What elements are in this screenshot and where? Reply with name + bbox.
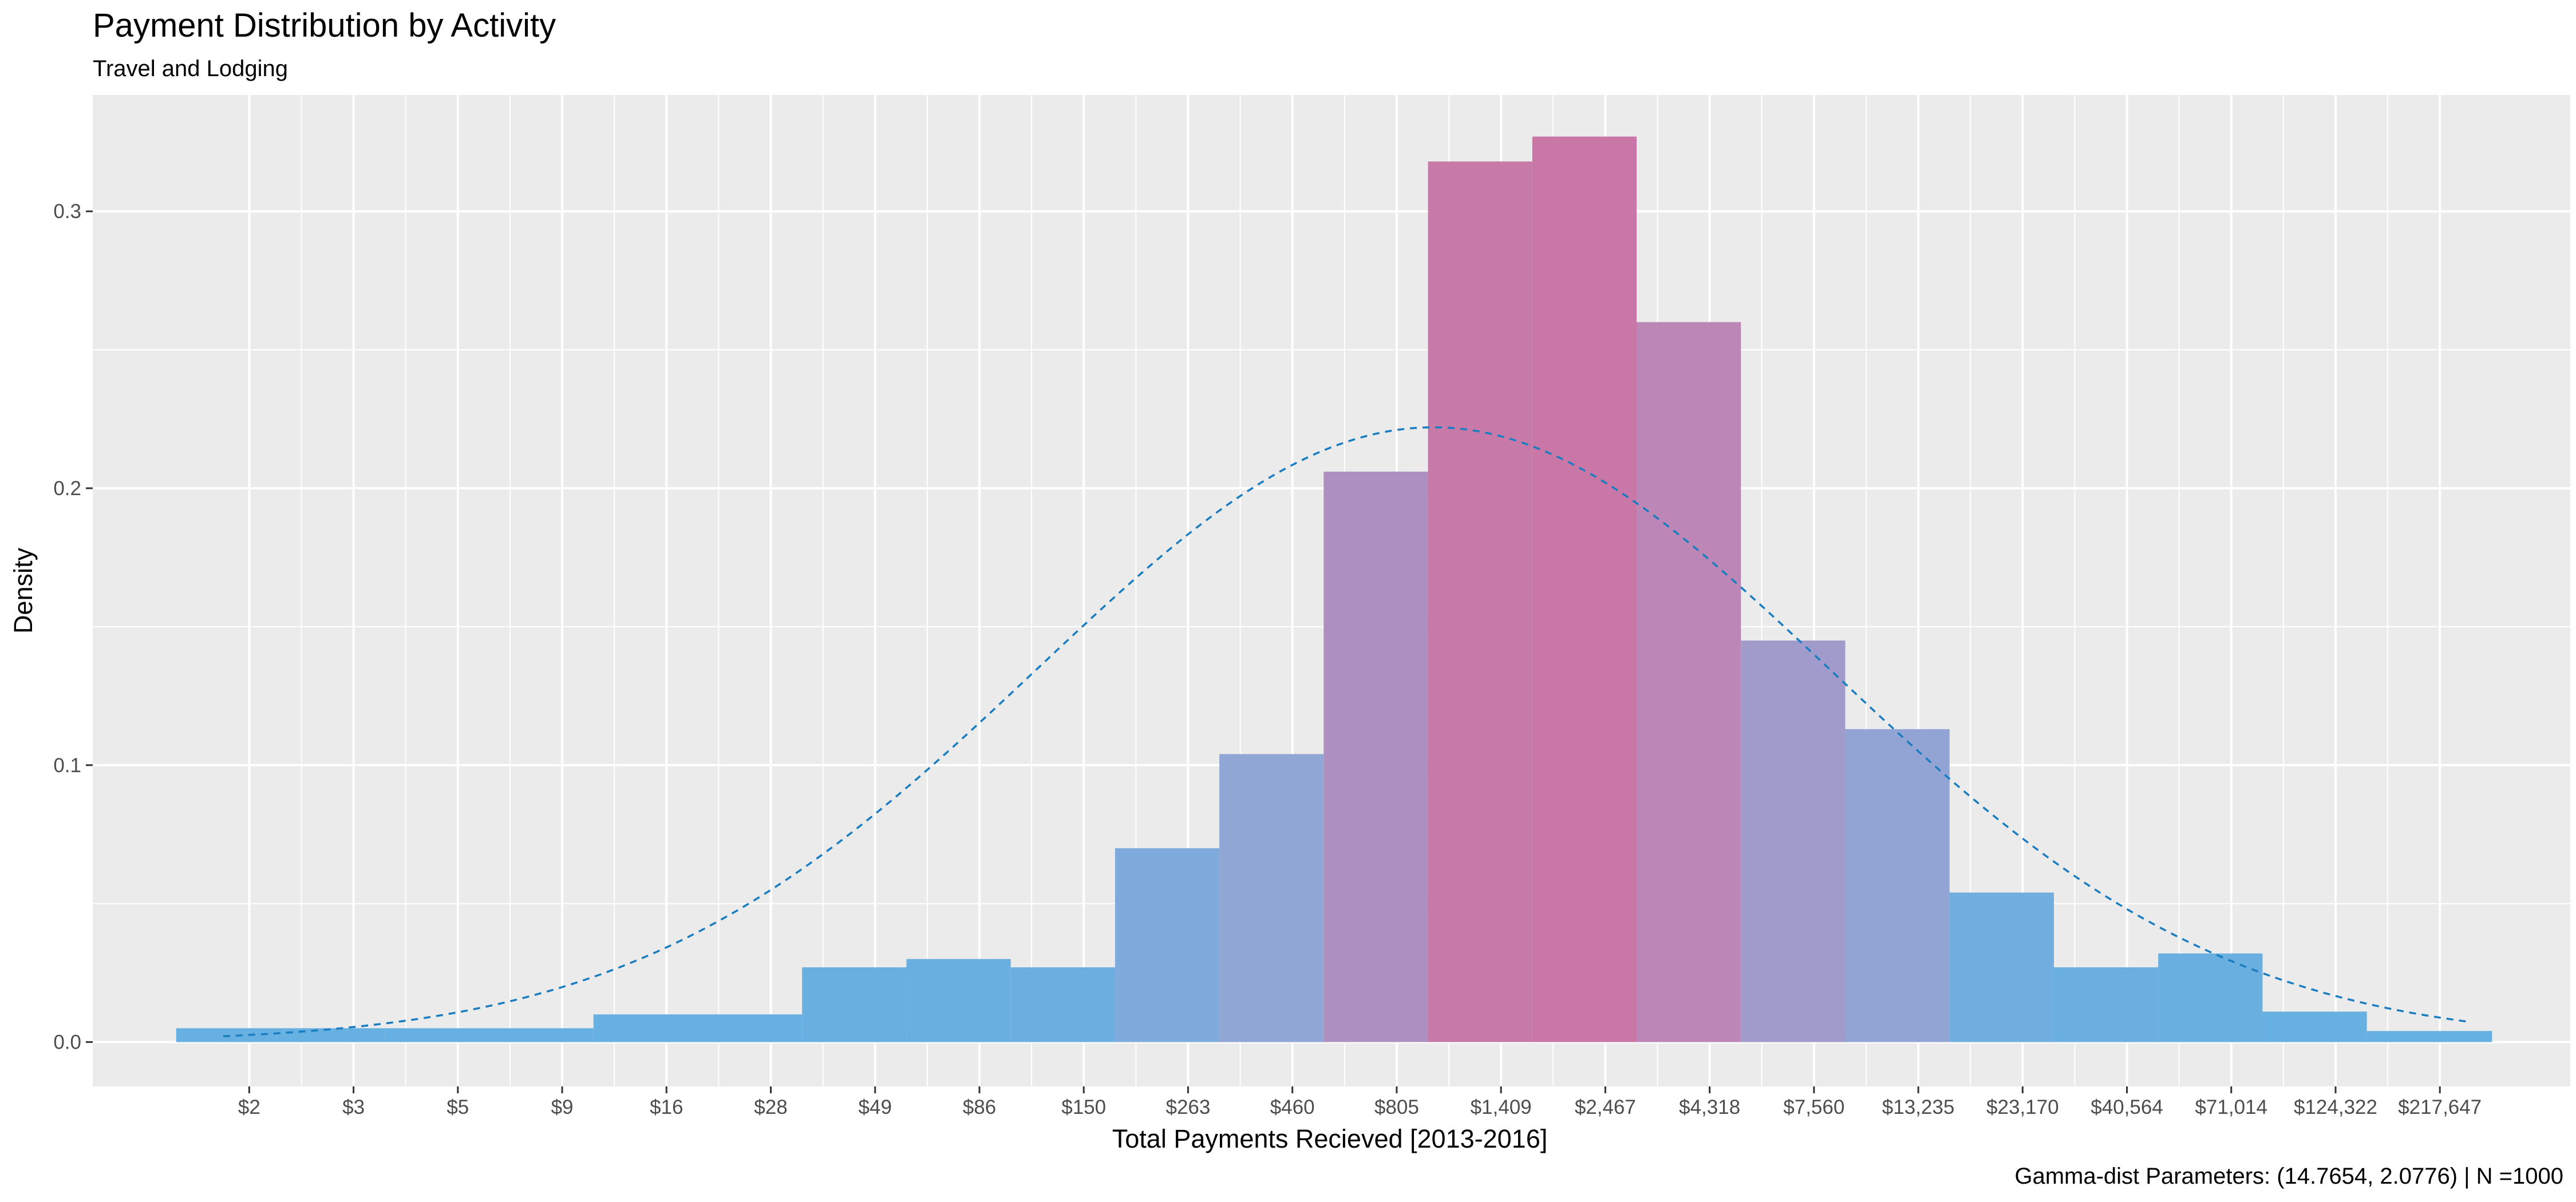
y-axis-title: Density [9, 547, 38, 634]
histogram-bar [2158, 953, 2263, 1042]
x-tick-label: $124,322 [2294, 1096, 2377, 1118]
x-tick-label: $13,235 [1882, 1096, 1955, 1118]
chart-title: Payment Distribution by Activity [93, 7, 556, 44]
y-tick-label: 0.3 [53, 200, 81, 223]
x-tick-label: $460 [1270, 1096, 1315, 1118]
x-tick-label: $2,467 [1575, 1096, 1636, 1118]
x-tick-label: $40,564 [2091, 1096, 2163, 1118]
x-tick-label: $3 [342, 1096, 365, 1118]
x-tick-label: $2 [238, 1096, 260, 1118]
x-tick-label: $9 [551, 1096, 574, 1118]
x-axis: $2 $3 $5 $9 $16 $28 $49 $86 $150 $263 $460 $805 $1,4… [238, 1086, 2482, 1118]
histogram-bar [385, 1028, 594, 1042]
histogram-bar [1949, 892, 2054, 1042]
x-tick-label: $150 [1061, 1096, 1106, 1118]
histogram-bar [1010, 967, 1115, 1042]
histogram-bar [906, 959, 1011, 1042]
histogram-bar [2366, 1031, 2492, 1042]
histogram-bar [1532, 136, 1637, 1042]
histogram-bar [2053, 967, 2159, 1042]
histogram-bar [1845, 729, 1950, 1042]
histogram-bar [1115, 848, 1220, 1042]
fitted-gamma-curve [223, 426, 2467, 1038]
x-tick-label: $49 [859, 1096, 892, 1118]
histogram-bar [1428, 161, 1532, 1042]
x-tick-label: $28 [754, 1096, 787, 1118]
histogram-bars [176, 136, 2492, 1042]
histogram-bar [176, 1028, 385, 1042]
x-tick-label: $16 [650, 1096, 683, 1118]
x-axis-title: Total Payments Recieved [2013-2016] [1112, 1124, 1547, 1153]
histogram-bar [1637, 322, 1741, 1042]
y-tick-label: 0.1 [53, 754, 81, 777]
x-tick-label: $4,318 [1679, 1096, 1740, 1118]
y-tick-label: 0.0 [53, 1031, 81, 1054]
x-tick-label: $86 [963, 1096, 996, 1118]
histogram-bar [1323, 471, 1428, 1042]
x-tick-label: $1,409 [1471, 1096, 1532, 1118]
histogram-bar [1741, 640, 1846, 1042]
histogram-bar [1219, 754, 1324, 1042]
chart-subtitle: Travel and Lodging [93, 56, 288, 81]
y-tick-label: 0.2 [53, 477, 81, 500]
histogram-bar [802, 967, 907, 1042]
x-tick-label: $23,170 [1986, 1096, 2059, 1118]
histogram-bar [2262, 1011, 2367, 1042]
histogram-bar [593, 1014, 803, 1042]
x-tick-label: $217,647 [2398, 1096, 2482, 1118]
x-tick-label: $71,014 [2195, 1096, 2267, 1118]
x-tick-label: $7,560 [1783, 1096, 1844, 1118]
x-tick-label: $263 [1165, 1096, 1210, 1118]
y-axis: 0.0 0.1 0.2 0.3 [53, 200, 93, 1054]
chart-caption: Gamma-dist Parameters: (14.7654, 2.0776)… [2014, 1164, 2563, 1189]
x-tick-label: $805 [1374, 1096, 1419, 1118]
x-tick-label: $5 [447, 1096, 469, 1118]
